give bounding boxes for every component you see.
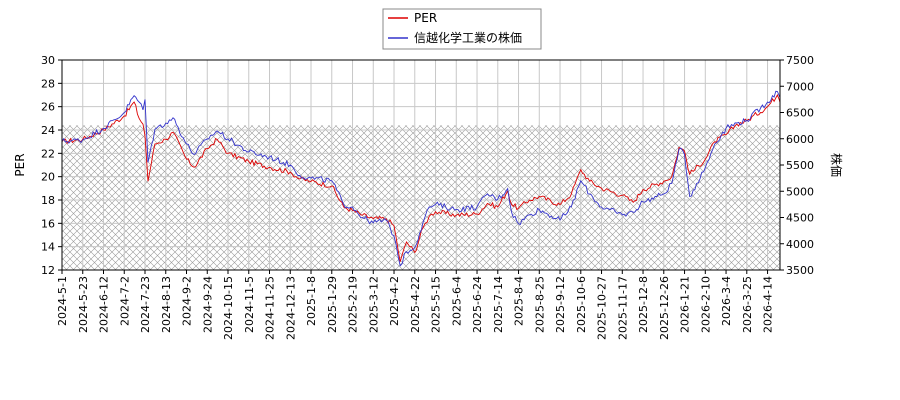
x-tick-label: 2025-8-4 bbox=[513, 276, 526, 326]
x-tick-label: 2025-8-25 bbox=[533, 276, 546, 333]
y-right-tick-label: 5000 bbox=[786, 185, 814, 198]
y-left-tick-label: 24 bbox=[41, 124, 55, 137]
x-tick-label: 2025-4-22 bbox=[409, 276, 422, 333]
legend-box bbox=[382, 8, 542, 50]
x-tick-label: 2025-11-17 bbox=[616, 276, 629, 340]
x-tick-label: 2025-7-14 bbox=[492, 276, 505, 333]
plot-frame bbox=[61, 59, 781, 271]
y-left-tick-label: 14 bbox=[41, 241, 55, 254]
x-tick-label: 2024-7-2 bbox=[118, 276, 131, 326]
y-right-axis-label: 株価 bbox=[829, 153, 844, 177]
x-tick-label: 2025-6-4 bbox=[450, 276, 463, 326]
x-tick-label: 2025-9-12 bbox=[554, 276, 567, 333]
x-tick-label: 2026-3-25 bbox=[741, 276, 754, 333]
y-left-tick-label: 16 bbox=[41, 217, 55, 230]
legend-label-stock-price: 信越化学工業の株価 bbox=[414, 30, 522, 45]
y-left-tick-label: 20 bbox=[41, 171, 55, 184]
x-tick-label: 2024-6-12 bbox=[98, 276, 111, 333]
y-left-tick-label: 18 bbox=[41, 194, 55, 207]
y-left-tick-label: 22 bbox=[41, 147, 55, 160]
x-tick-label: 2025-12-8 bbox=[637, 276, 650, 333]
x-tick-label: 2026-2-10 bbox=[699, 276, 712, 333]
plot-area: 12 14 16 18 20 22 24 26 28 30 3500 4000 4500 5000 5500… bbox=[41, 54, 814, 340]
x-tick-label: 2025-4-2 bbox=[388, 276, 401, 326]
x-tick-label: 2025-12-26 bbox=[658, 276, 671, 340]
y-left-tick-label: 30 bbox=[41, 54, 55, 67]
x-tick-label: 2024-10-15 bbox=[222, 276, 235, 340]
x-tick-label: 2024-7-23 bbox=[139, 276, 152, 333]
x-tick-label: 2025-3-12 bbox=[367, 276, 380, 333]
x-tick-label: 2024-11-5 bbox=[243, 276, 256, 333]
series-line-per bbox=[61, 71, 781, 262]
y-right-tick-label: 4500 bbox=[786, 212, 814, 225]
y-right-tick-label: 3500 bbox=[786, 264, 814, 277]
x-tick-label: 2025-5-15 bbox=[430, 276, 443, 333]
x-tick-label: 2025-1-29 bbox=[326, 276, 339, 333]
y-left-tick-label: 26 bbox=[41, 101, 55, 114]
x-tick-label: 2025-1-8 bbox=[305, 276, 318, 326]
x-tick-label: 2024-9-24 bbox=[201, 276, 214, 333]
hatched-band bbox=[62, 125, 780, 270]
x-tick-label: 2024-9-2 bbox=[181, 276, 194, 326]
x-tick-label: 2026-1-21 bbox=[679, 276, 692, 333]
y-left-axis-label: PER bbox=[13, 153, 27, 176]
x-tick-label: 2026-4-14 bbox=[762, 276, 775, 333]
x-tick-label: 2026-3-4 bbox=[720, 276, 733, 326]
y-right-tick-label: 7500 bbox=[786, 54, 814, 67]
x-tick-label: 2025-2-19 bbox=[347, 276, 360, 333]
x-tick-label: 2024-5-1 bbox=[56, 276, 69, 326]
x-tick-label: 2024-5-23 bbox=[77, 276, 90, 333]
legend: PER 信越化学工業の株価 bbox=[382, 8, 542, 50]
x-tick-label: 2024-11-25 bbox=[264, 276, 277, 340]
x-tick-label: 2025-10-27 bbox=[596, 276, 609, 340]
legend-label-per: PER bbox=[414, 11, 437, 25]
y-right-tick-label: 7000 bbox=[786, 80, 814, 93]
x-tick-label: 2024-8-13 bbox=[160, 276, 173, 333]
y-right-tick-label: 6000 bbox=[786, 133, 814, 146]
x-tick-label: 2025-6-24 bbox=[471, 276, 484, 333]
y-left-tick-label: 12 bbox=[41, 264, 55, 277]
y-right-tick-label: 6500 bbox=[786, 107, 814, 120]
y-right-tick-label: 5500 bbox=[786, 159, 814, 172]
x-tick-label: 2024-12-13 bbox=[284, 276, 297, 340]
y-left-tick-label: 28 bbox=[41, 77, 55, 90]
y-right-tick-label: 4000 bbox=[786, 238, 814, 251]
series-line-stock-price bbox=[61, 78, 781, 267]
x-tick-label: 2025-10-6 bbox=[575, 276, 588, 333]
